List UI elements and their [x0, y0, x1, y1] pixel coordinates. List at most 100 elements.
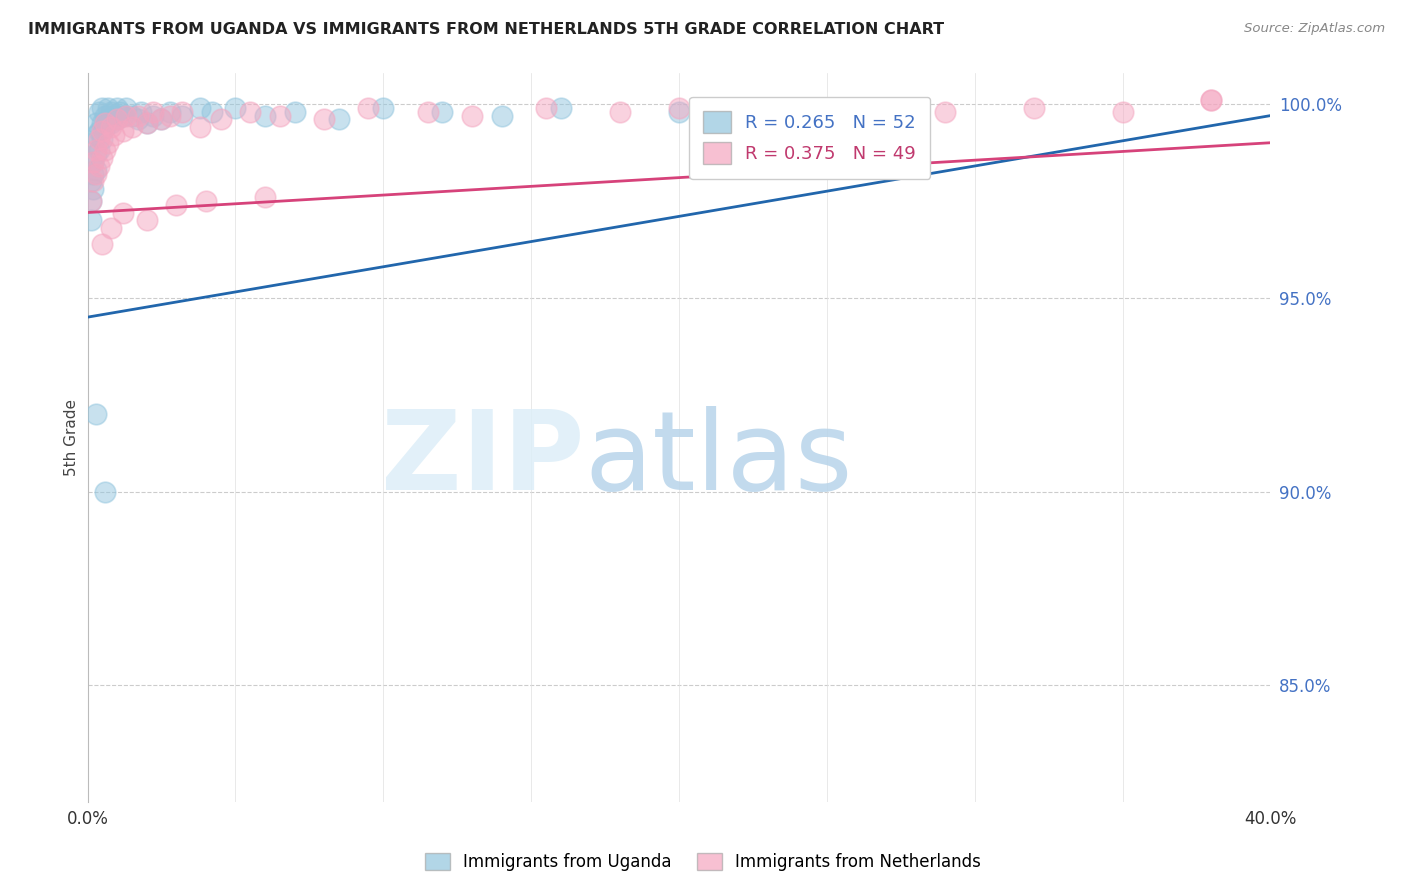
Point: [1022, 101, 1045, 115]
Text: IMMIGRANTS FROM UGANDA VS IMMIGRANTS FROM NETHERLANDS 5TH GRADE CORRELATION CHAR: IMMIGRANTS FROM UGANDA VS IMMIGRANTS FRO…: [28, 22, 945, 37]
Point: [135, 116, 157, 130]
Legend: R = 0.265   N = 52, R = 0.375   N = 49: R = 0.265 N = 52, R = 0.375 N = 49: [689, 96, 931, 178]
Point: [94, 116, 117, 130]
Point: [86, 162, 108, 177]
Point: [105, 101, 128, 115]
Text: atlas: atlas: [585, 406, 853, 513]
Point: [357, 101, 380, 115]
Point: [91, 151, 114, 165]
Point: [91, 116, 114, 130]
Point: [91, 101, 114, 115]
Point: [97, 101, 120, 115]
Point: [94, 120, 117, 135]
Point: [91, 236, 114, 251]
Point: [373, 101, 395, 115]
Point: [86, 116, 108, 130]
Point: [815, 109, 838, 123]
Point: [100, 221, 122, 235]
Point: [112, 205, 135, 219]
Point: [129, 104, 152, 119]
Point: [172, 109, 194, 123]
Point: [239, 104, 262, 119]
Point: [135, 116, 157, 130]
Point: [328, 112, 350, 127]
Point: [82, 167, 104, 181]
Point: [82, 182, 104, 196]
Point: [97, 112, 120, 127]
Point: [534, 101, 557, 115]
Point: [159, 109, 181, 123]
Point: [142, 109, 165, 123]
Point: [194, 194, 217, 208]
Point: [934, 104, 956, 119]
Y-axis label: 5th Grade: 5th Grade: [65, 399, 79, 475]
Point: [89, 124, 111, 138]
Point: [112, 124, 135, 138]
Point: [89, 132, 111, 146]
Point: [82, 136, 104, 150]
Point: [150, 112, 173, 127]
Point: [201, 104, 224, 119]
Point: [159, 104, 181, 119]
Point: [1111, 104, 1133, 119]
Point: [127, 109, 149, 123]
Point: [79, 213, 101, 227]
Point: [1201, 93, 1223, 107]
Point: [94, 484, 117, 499]
Point: [86, 144, 108, 158]
Point: [115, 109, 138, 123]
Point: [82, 155, 104, 169]
Point: [209, 112, 232, 127]
Point: [269, 109, 291, 123]
Point: [142, 104, 165, 119]
Point: [172, 104, 194, 119]
Point: [845, 101, 868, 115]
Point: [89, 159, 111, 173]
Point: [904, 101, 927, 115]
Point: [86, 128, 108, 142]
Point: [461, 109, 484, 123]
Point: [550, 101, 572, 115]
Point: [100, 120, 122, 135]
Point: [89, 144, 111, 158]
Point: [112, 109, 135, 123]
Point: [668, 104, 690, 119]
Point: [150, 112, 173, 127]
Point: [86, 167, 108, 181]
Point: [188, 101, 211, 115]
Point: [188, 120, 211, 135]
Point: [314, 112, 336, 127]
Point: [82, 155, 104, 169]
Point: [416, 104, 439, 119]
Point: [253, 190, 276, 204]
Point: [108, 104, 131, 119]
Point: [89, 104, 111, 119]
Point: [432, 104, 454, 119]
Point: [97, 136, 120, 150]
Point: [86, 407, 108, 421]
Point: [86, 147, 108, 161]
Point: [103, 128, 125, 142]
Point: [105, 112, 128, 127]
Point: [609, 104, 631, 119]
Legend: Immigrants from Uganda, Immigrants from Netherlands: Immigrants from Uganda, Immigrants from …: [416, 845, 990, 880]
Point: [668, 101, 690, 115]
Point: [165, 198, 187, 212]
Point: [79, 174, 101, 188]
Point: [121, 120, 143, 135]
Point: [115, 101, 138, 115]
Point: [1201, 93, 1223, 107]
Text: Source: ZipAtlas.com: Source: ZipAtlas.com: [1244, 22, 1385, 36]
Point: [253, 109, 276, 123]
Point: [79, 194, 101, 208]
Point: [100, 104, 122, 119]
Point: [756, 104, 779, 119]
Point: [94, 144, 117, 158]
Point: [121, 109, 143, 123]
Point: [94, 109, 117, 123]
Point: [103, 109, 125, 123]
Point: [91, 124, 114, 138]
Point: [79, 194, 101, 208]
Point: [105, 112, 128, 127]
Point: [135, 213, 157, 227]
